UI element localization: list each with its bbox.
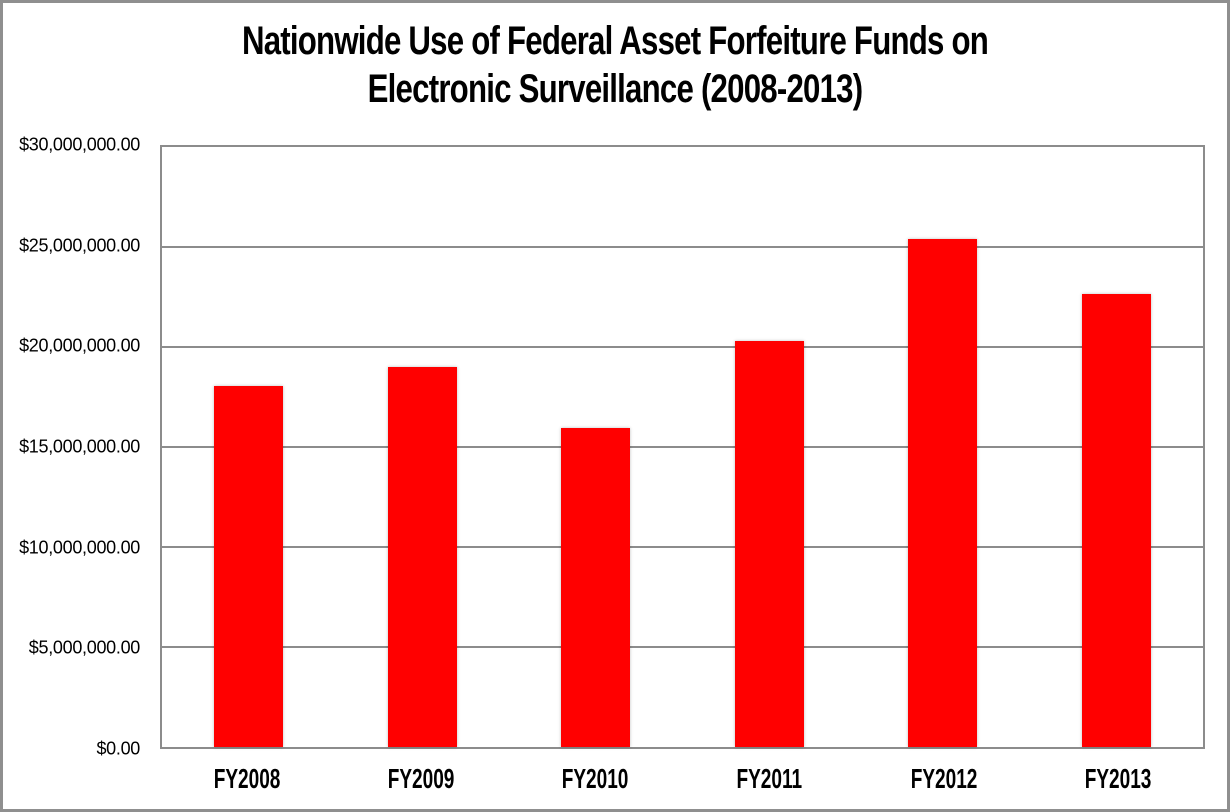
bar-cell-fy2008: [162, 147, 336, 747]
x-category-label-text: FY2011: [736, 763, 803, 794]
y-axis: $0.00 $5,000,000.00 $10,000,000.00 $15,000,…: [3, 135, 141, 759]
x-category-label-text: FY2013: [1084, 763, 1152, 794]
x-category-label-fy2011: FY2011: [683, 749, 857, 795]
y-tick-label: $5,000,000.00: [28, 637, 141, 658]
x-category-label-text: FY2009: [387, 763, 455, 794]
y-tick-label: $10,000,000.00: [19, 537, 140, 558]
gridline: [162, 446, 1203, 448]
bar-cell-fy2011: [683, 147, 857, 747]
x-category-label-fy2010: FY2010: [508, 749, 682, 795]
x-category-label-fy2012: FY2012: [857, 749, 1031, 795]
gridline: [162, 546, 1203, 548]
bar-fy2008: [214, 386, 284, 747]
gridline: [162, 646, 1203, 648]
bar-cell-fy2010: [509, 147, 683, 747]
y-tick-label: $30,000,000.00: [19, 134, 140, 155]
bars-container: [162, 147, 1203, 747]
bar-fy2009: [387, 367, 457, 747]
y-tick-label: $25,000,000.00: [19, 235, 140, 256]
x-category-label-fy2008: FY2008: [160, 749, 334, 795]
bar-cell-fy2009: [336, 147, 510, 747]
chart-title: Nationwide Use of Federal Asset Forfeitu…: [3, 17, 1227, 113]
x-category-label-fy2013: FY2013: [1031, 749, 1205, 795]
bar-fy2010: [561, 428, 631, 747]
bar-cell-fy2012: [856, 147, 1030, 747]
plot-area: [160, 145, 1205, 749]
chart-title-line-1: Nationwide Use of Federal Asset Forfeitu…: [241, 19, 989, 63]
x-category-label-text: FY2010: [562, 763, 629, 794]
bar-cell-fy2013: [1030, 147, 1204, 747]
y-tick-label: $15,000,000.00: [19, 436, 140, 457]
gridline: [162, 246, 1203, 248]
x-category-label-fy2009: FY2009: [334, 749, 508, 795]
bar-fy2012: [908, 239, 978, 747]
bar-fy2013: [1081, 294, 1151, 747]
x-axis: FY2008 FY2009 FY2010 FY2011 FY2012 FY2013: [160, 749, 1205, 795]
y-tick-label: $20,000,000.00: [19, 335, 140, 356]
x-category-label-text: FY2012: [910, 763, 978, 794]
bar-fy2011: [734, 341, 804, 747]
y-tick-label: $0.00: [96, 738, 140, 759]
gridline: [162, 346, 1203, 348]
chart-title-line-2: Electronic Surveillance (2008-2013): [367, 67, 863, 111]
x-category-label-text: FY2008: [213, 763, 281, 794]
